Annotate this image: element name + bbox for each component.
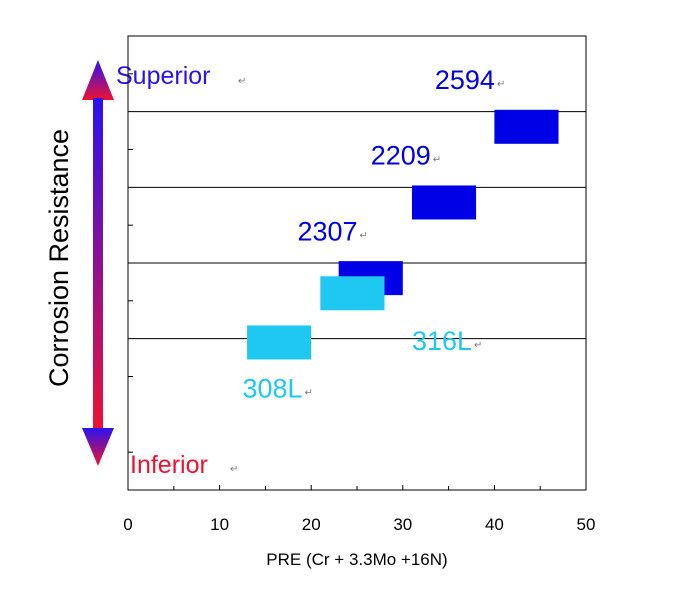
- bar-2209: [411, 185, 477, 220]
- grade-label-2209: 2209: [371, 141, 431, 171]
- bars-group: [247, 109, 559, 360]
- x-tick-label: 10: [210, 515, 229, 534]
- arrow-up-head: [82, 60, 114, 100]
- return-mark-glyph: ↵: [305, 388, 313, 399]
- grade-label-316L: 316L: [412, 326, 472, 356]
- corrosion-scale-arrow: [82, 60, 114, 466]
- x-tick-label: 30: [393, 515, 412, 534]
- grade-label-2307: 2307: [297, 216, 357, 246]
- x-tick-label: 40: [485, 515, 504, 534]
- y-axis-title: Corrosion Resistance: [44, 129, 74, 387]
- superior-label: Superior: [116, 62, 211, 90]
- arrow-down-head: [82, 428, 114, 466]
- return-mark-glyph: ↵: [238, 76, 246, 87]
- x-axis: 0 10 20 30 40 50: [123, 485, 595, 534]
- arrow-shaft: [93, 98, 103, 430]
- return-mark-glyph: ↵: [230, 464, 238, 475]
- return-mark-glyph: ↵: [474, 340, 482, 351]
- return-mark-glyph: ↵: [433, 155, 441, 166]
- y-axis-ticks: [128, 73, 133, 453]
- grade-label-308L: 308L: [243, 374, 303, 404]
- grade-labels-group: 2594 ↵2209 ↵2307 ↵316L ↵308L ↵: [243, 65, 506, 404]
- x-axis-title: PRE (Cr + 3.3Mo +16N): [266, 550, 447, 569]
- bar-2594: [494, 109, 559, 144]
- return-mark-glyph: ↵: [360, 230, 368, 241]
- return-mark-glyph: ↵: [497, 79, 505, 90]
- bar-308L: [247, 325, 312, 360]
- x-tick-label: 20: [302, 515, 321, 534]
- grade-label-2594: 2594: [435, 65, 495, 95]
- inferior-label: Inferior: [130, 451, 208, 479]
- x-tick-label: 50: [577, 515, 596, 534]
- x-tick-label: 0: [123, 515, 132, 534]
- bar-316L: [320, 276, 385, 311]
